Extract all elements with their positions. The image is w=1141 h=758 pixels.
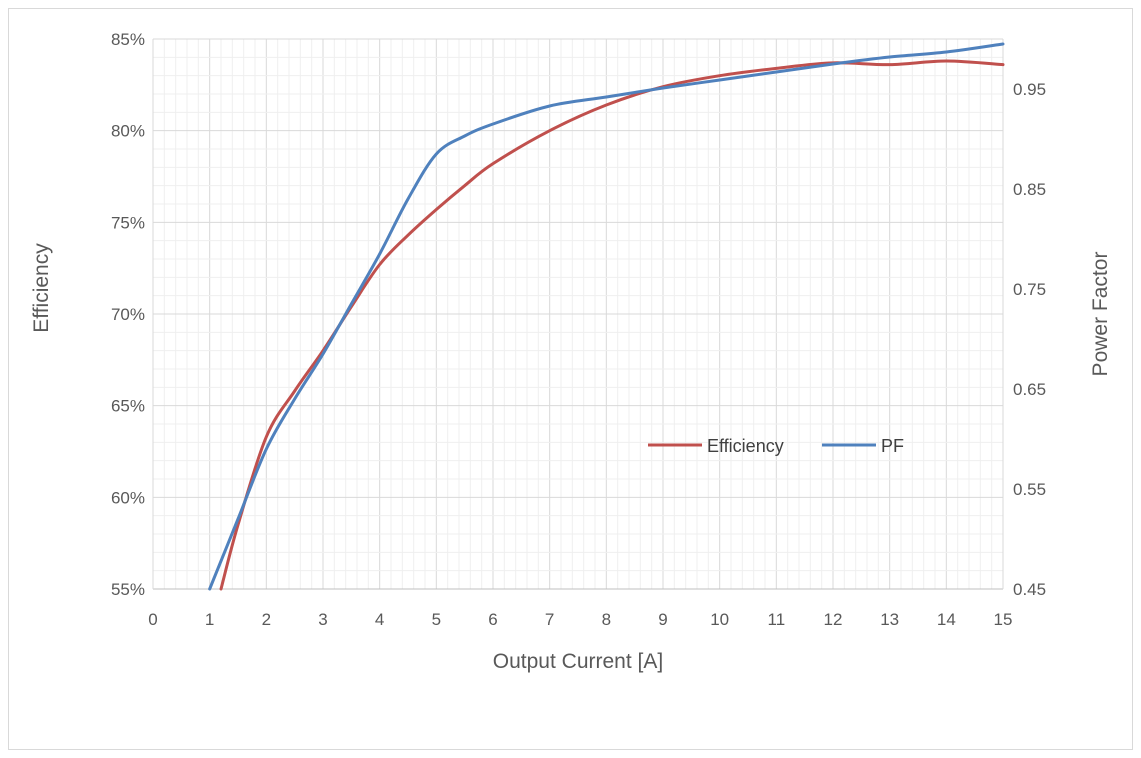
x-tick-label: 14 (937, 610, 956, 629)
series-line-efficiency (219, 59, 1005, 591)
x-tick-label: 2 (262, 610, 271, 629)
x-tick-label: 1 (205, 610, 214, 629)
y-left-tick-label: 80% (111, 122, 145, 141)
y-left-tick-label: 70% (111, 305, 145, 324)
x-tick-label: 7 (545, 610, 554, 629)
x-tick-label: 10 (710, 610, 729, 629)
x-tick-label: 13 (880, 610, 899, 629)
chart-area (8, 8, 1133, 750)
y-right-tick-label: 0.85 (1013, 180, 1046, 199)
x-tick-label: 4 (375, 610, 384, 629)
x-tick-label: 11 (768, 610, 786, 629)
x-tick-label: 6 (488, 610, 497, 629)
x-tick-label: 15 (994, 610, 1013, 629)
series-line-pf (208, 42, 1005, 591)
legend-label-efficiency: Efficiency (707, 436, 784, 456)
y-right-tick-label: 0.65 (1013, 380, 1046, 399)
y-left-tick-label: 75% (111, 213, 145, 232)
y-right-tick-label: 0.75 (1013, 280, 1046, 299)
axes (152, 39, 1004, 590)
x-tick-label: 0 (148, 610, 157, 629)
y-left-tick-label: 55% (111, 580, 145, 599)
y-axis-left-title: Efficiency (30, 243, 53, 333)
y-left-tick-label: 85% (111, 30, 145, 49)
legend: Efficiency PF (648, 436, 904, 456)
x-tick-label: 12 (824, 610, 843, 629)
x-tick-label: 8 (602, 610, 611, 629)
y-left-tick-label: 65% (111, 397, 145, 416)
y-right-tick-label: 0.55 (1013, 480, 1046, 499)
x-axis-title: Output Current [A] (493, 650, 663, 673)
x-tick-label: 9 (658, 610, 667, 629)
tick-labels: 0 1 2 3 4 5 6 7 8 9 10 11 12 13 14 1555%60%65%70%75%80%… (111, 30, 1046, 629)
legend-label-pf: PF (881, 436, 904, 456)
y-left-tick-label: 60% (111, 488, 145, 507)
gridlines (152, 38, 1004, 590)
y-right-tick-label: 0.95 (1013, 80, 1046, 99)
x-tick-label: 5 (432, 610, 441, 629)
x-tick-label: 3 (318, 610, 327, 629)
y-axis-right-title: Power Factor (1089, 252, 1112, 377)
y-right-tick-label: 0.45 (1013, 580, 1046, 599)
series-lines (208, 42, 1005, 591)
